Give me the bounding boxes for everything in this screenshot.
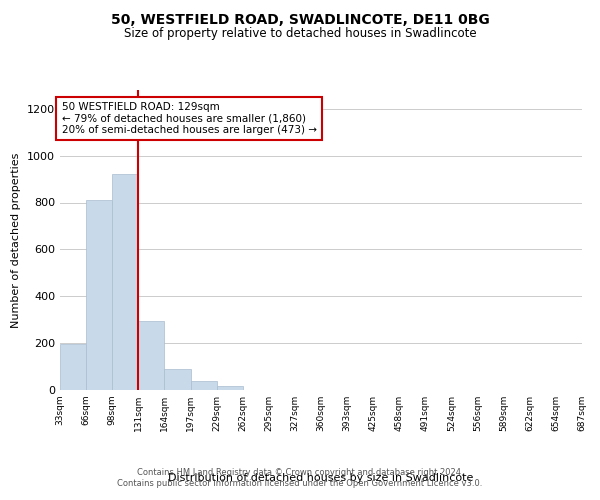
Bar — [112, 174, 138, 390]
Text: 50 WESTFIELD ROAD: 129sqm
← 79% of detached houses are smaller (1,860)
20% of se: 50 WESTFIELD ROAD: 129sqm ← 79% of detac… — [62, 102, 317, 135]
Bar — [60, 344, 86, 390]
Bar — [138, 321, 164, 390]
Text: Contains HM Land Registry data © Crown copyright and database right 2024.
Contai: Contains HM Land Registry data © Crown c… — [118, 468, 482, 487]
Text: Size of property relative to detached houses in Swadlincote: Size of property relative to detached ho… — [124, 28, 476, 40]
Bar — [217, 386, 242, 390]
Bar — [164, 370, 191, 390]
Y-axis label: Number of detached properties: Number of detached properties — [11, 152, 22, 328]
X-axis label: Distribution of detached houses by size in Swadlincote: Distribution of detached houses by size … — [169, 473, 473, 483]
Bar — [191, 381, 217, 390]
Text: 50, WESTFIELD ROAD, SWADLINCOTE, DE11 0BG: 50, WESTFIELD ROAD, SWADLINCOTE, DE11 0B… — [110, 12, 490, 26]
Bar — [86, 200, 112, 390]
